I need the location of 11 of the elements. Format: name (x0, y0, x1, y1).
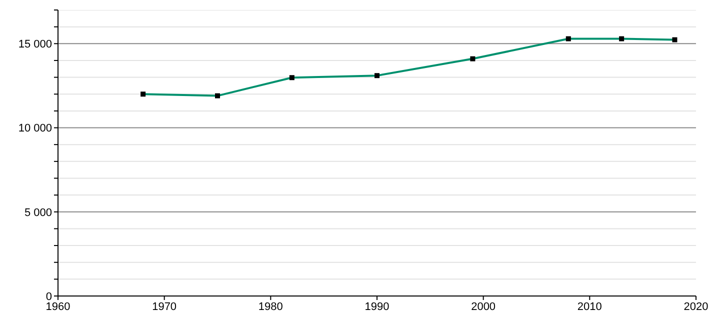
x-tick-label: 1980 (258, 300, 283, 313)
x-tick-label: 2000 (471, 300, 496, 313)
x-tick-label: 2020 (684, 300, 708, 313)
y-tick-label: 10 000 (18, 122, 52, 135)
y-tick-label: 15 000 (18, 38, 52, 51)
y-tick-label: 5 000 (24, 206, 52, 219)
x-tick-label: 1970 (152, 300, 177, 313)
x-tick-label: 1990 (364, 300, 390, 313)
x-tick-label: 1960 (46, 300, 70, 313)
y-tick-label: 0 (46, 290, 52, 303)
x-tick-label: 2010 (577, 300, 602, 313)
